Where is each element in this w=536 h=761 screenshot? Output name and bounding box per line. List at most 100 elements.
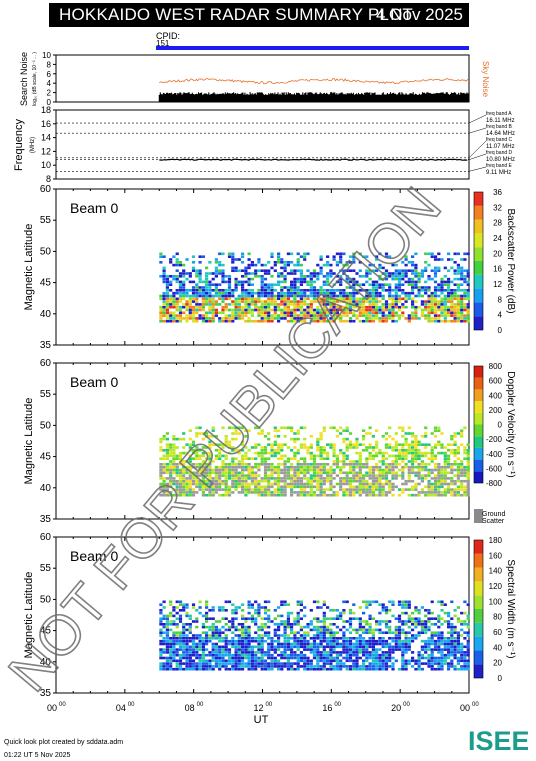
heatmap-cell <box>293 269 297 272</box>
heatmap-cell <box>381 451 385 455</box>
heatmap-cell <box>237 303 241 306</box>
heatmap-cell <box>299 300 303 303</box>
heatmap-cell <box>312 280 317 284</box>
heatmap-cell <box>371 493 375 497</box>
heatmap-cell <box>201 437 205 441</box>
heatmap-cell <box>178 291 183 295</box>
heatmap-cell <box>293 303 297 306</box>
xaxis-tick-sup: 00 <box>197 702 204 708</box>
heatmap-cell <box>332 634 336 637</box>
heatmap-cell <box>375 451 379 455</box>
heatmap-cell <box>358 289 362 292</box>
heatmap-cell <box>358 275 362 278</box>
heatmap-cell <box>237 463 241 466</box>
heatmap-cell <box>312 617 317 620</box>
heatmap-cell <box>352 611 356 615</box>
heatmap-cell <box>427 493 431 497</box>
heatmap-cell <box>165 637 169 640</box>
heatmap-cell <box>267 317 271 320</box>
heatmap-cell <box>453 488 457 491</box>
heatmap-cell <box>433 639 438 643</box>
heatmap-cell <box>411 263 415 267</box>
heatmap-cell <box>466 283 470 286</box>
heatmap-cell <box>417 443 421 446</box>
heatmap-cell <box>231 631 235 634</box>
heatmap-cell <box>453 319 457 323</box>
heatmap-cell <box>198 286 202 289</box>
heatmap-cell <box>460 645 464 649</box>
heatmap-cell <box>182 468 186 472</box>
heatmap-cell <box>316 645 320 649</box>
heatmap-cell <box>182 623 186 626</box>
heatmap-cell <box>414 275 418 278</box>
heatmap-cell <box>293 457 297 460</box>
heatmap-cell <box>397 488 402 491</box>
heatmap-cell <box>352 651 356 654</box>
heatmap-cell <box>185 645 189 649</box>
heatmap-cell <box>195 291 199 295</box>
heatmap-cell <box>218 291 222 295</box>
heatmap-cell <box>159 474 163 477</box>
heatmap-cell <box>273 317 277 320</box>
heatmap-cell <box>286 300 290 303</box>
heatmap-cell <box>201 255 205 258</box>
heatmap-cell <box>345 463 349 466</box>
heatmap-cell <box>339 297 343 301</box>
heatmap-cell <box>247 648 251 651</box>
heatmap-cell <box>365 317 369 320</box>
heatmap-cell <box>169 275 173 278</box>
heatmap-cell <box>273 665 277 668</box>
heatmap-cell <box>460 289 464 292</box>
xaxis-tick-sup: 00 <box>403 702 410 708</box>
heatmap-cell <box>453 479 457 483</box>
heatmap-cell <box>368 665 372 668</box>
heatmap-cell <box>312 653 317 657</box>
heatmap-cell <box>391 446 395 449</box>
heatmap-cell <box>365 300 369 303</box>
heatmap-cell <box>404 645 408 649</box>
heatmap-cell <box>283 474 287 477</box>
heatmap-cell <box>450 463 454 466</box>
heatmap-cell <box>316 263 320 267</box>
heatmap-cell <box>404 488 408 491</box>
heatmap-cell <box>221 289 225 292</box>
heatmap-cell <box>433 297 438 301</box>
heatmap-cell <box>427 275 431 278</box>
heatmap-cell <box>195 477 199 480</box>
heatmap-cell <box>191 634 196 637</box>
heatmap-cell <box>437 474 441 477</box>
heatmap-cell <box>270 659 274 663</box>
heatmap-cell <box>414 280 418 284</box>
heatmap-cell <box>319 488 323 491</box>
heatmap-cell <box>322 611 326 615</box>
heatmap-cell <box>290 286 294 289</box>
heatmap-cell <box>420 645 424 649</box>
heatmap-cell <box>463 479 467 483</box>
heatmap-cell <box>342 609 346 612</box>
heatmap-cell <box>355 291 359 295</box>
heatmap-cell <box>335 617 339 620</box>
heatmap-cell <box>201 639 205 643</box>
heatmap-cell <box>198 639 202 643</box>
heatmap-cell <box>159 311 163 315</box>
colorbar-tick-label: 36 <box>493 188 502 197</box>
heatmap-cell <box>214 479 218 483</box>
heatmap-cell <box>348 303 353 306</box>
heatmap-cell <box>283 620 287 623</box>
heatmap-cell <box>358 634 362 637</box>
heatmap-cell <box>375 255 379 258</box>
heatmap-cell <box>182 634 186 637</box>
heatmap-cell <box>231 291 235 295</box>
heatmap-cell <box>335 653 339 657</box>
heatmap-cell <box>368 277 372 281</box>
heatmap-cell <box>348 637 353 640</box>
heatmap-cell <box>260 308 264 312</box>
heatmap-cell <box>394 263 398 267</box>
colorbar-tick-label: 4 <box>498 311 503 320</box>
heatmap-cell <box>208 446 212 449</box>
heatmap-cell <box>185 642 189 646</box>
colorbar-tick-label: 100 <box>489 597 503 606</box>
heatmap-cell <box>270 255 274 258</box>
heatmap-cell <box>165 275 169 278</box>
heatmap-cell <box>218 479 222 483</box>
